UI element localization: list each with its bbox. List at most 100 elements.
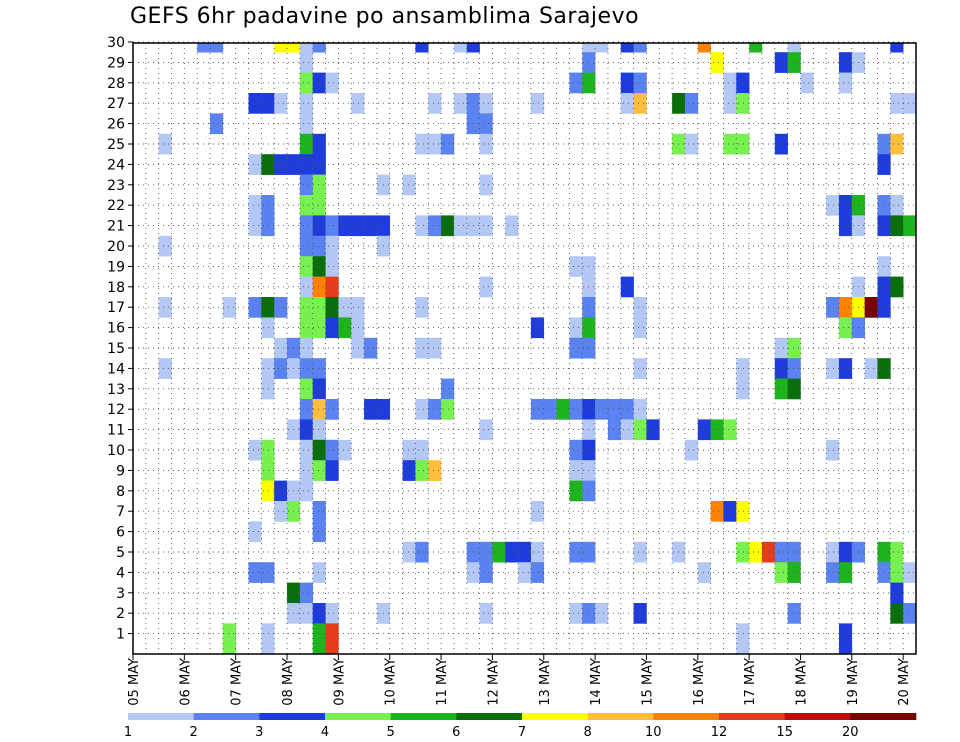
heat-cell: [569, 317, 583, 339]
heat-cell: [710, 419, 724, 441]
heat-cell: [633, 419, 647, 441]
heat-cell: [325, 256, 339, 277]
heat-cell: [466, 43, 480, 53]
heat-cell: [479, 215, 493, 237]
heat-cell: [890, 562, 904, 583]
heat-cell: [774, 562, 788, 583]
heat-cell: [877, 133, 891, 155]
heat-cell: [312, 43, 326, 53]
heat-cell: [736, 133, 750, 155]
heat-cell: [787, 337, 801, 359]
heat-cell: [620, 419, 634, 441]
heat-cell: [325, 276, 339, 298]
heat-cell: [582, 43, 596, 53]
heat-cell: [530, 562, 545, 583]
heat-cell: [261, 93, 275, 114]
heat-cell: [569, 480, 583, 502]
heat-cell: [890, 133, 904, 155]
heat-cell: [274, 358, 288, 379]
colorbar-segment: [456, 713, 523, 720]
colorbar-label: 2: [190, 725, 198, 740]
heat-cell: [441, 133, 455, 155]
heat-cell: [325, 72, 339, 94]
colorbar-label: 6: [452, 725, 460, 740]
heat-cell: [415, 439, 429, 461]
heat-cell: [826, 541, 840, 563]
heat-cell: [890, 276, 904, 298]
chart-title: GEFS 6hr padavine po ansamblima Sarajevo: [130, 4, 640, 29]
heat-cell: [325, 235, 339, 257]
heat-cell: [620, 399, 634, 420]
heat-cell: [505, 541, 519, 563]
colorbar-label: 15: [776, 725, 793, 740]
heat-cell: [338, 439, 352, 461]
x-tick-label: 07 MAY: [230, 658, 245, 706]
heat-cell: [261, 460, 275, 481]
heat-cell: [864, 297, 878, 318]
heat-cell: [530, 317, 545, 339]
heat-cell: [351, 317, 365, 339]
heat-cell: [428, 460, 442, 481]
heat-cell: [441, 378, 455, 400]
y-tick-label: 15: [107, 341, 125, 357]
heat-cell: [312, 154, 326, 175]
heat-cell: [774, 133, 788, 155]
heat-cell: [312, 439, 326, 461]
heat-cell: [877, 154, 891, 175]
heat-cell: [736, 541, 750, 563]
heat-cell: [222, 297, 236, 318]
colorbar-label: 1: [124, 725, 132, 740]
heat-cell: [312, 297, 326, 318]
heat-cell: [518, 541, 532, 563]
heat-cell: [312, 133, 326, 155]
heat-cell: [415, 337, 429, 359]
heat-cell: [774, 378, 788, 400]
heat-cell: [299, 235, 314, 257]
heat-cell: [415, 541, 429, 563]
y-tick-label: 20: [107, 239, 125, 255]
heat-cell: [364, 337, 378, 359]
heat-cell: [274, 480, 288, 502]
heat-cell: [415, 43, 429, 53]
heat-cell: [351, 215, 365, 237]
heat-cell: [274, 43, 288, 53]
heat-cell: [248, 154, 262, 175]
heat-cell: [261, 439, 275, 461]
heat-cell: [710, 501, 724, 522]
heat-cell: [299, 133, 314, 155]
heat-cell: [299, 174, 314, 196]
heat-cell: [723, 133, 737, 155]
heat-cell: [826, 297, 840, 318]
x-tick-label: 16 MAY: [692, 658, 707, 706]
heat-cell: [736, 623, 750, 655]
heat-cell: [774, 541, 788, 563]
heat-cell: [402, 541, 416, 563]
heat-cell: [261, 623, 275, 655]
colorbar-segment: [784, 713, 851, 720]
heat-cell: [338, 317, 352, 339]
heat-cell: [299, 43, 314, 53]
heat-cell: [620, 72, 634, 94]
heat-cell: [633, 297, 647, 318]
heat-cell: [838, 297, 853, 318]
heat-cell: [402, 460, 416, 481]
heat-cell: [312, 623, 326, 655]
colorbar-label: 5: [387, 725, 395, 740]
heat-cell: [684, 133, 699, 155]
heat-cell: [274, 93, 288, 114]
heat-cell: [620, 276, 634, 298]
x-tick-label: 13 MAY: [538, 658, 553, 706]
colorbar-segment: [259, 713, 326, 720]
heat-cell: [479, 133, 493, 155]
y-tick-label: 2: [116, 606, 125, 622]
heat-cell: [312, 256, 326, 277]
heat-cell: [826, 562, 840, 583]
heat-cell: [569, 256, 583, 277]
heat-cell: [787, 358, 801, 379]
heat-cell: [838, 623, 853, 655]
x-tick-label: 19 MAY: [846, 658, 861, 706]
y-tick-label: 5: [116, 545, 125, 561]
heat-cell: [312, 72, 326, 94]
colorbar-segment: [850, 713, 917, 720]
heat-cell: [697, 43, 711, 53]
